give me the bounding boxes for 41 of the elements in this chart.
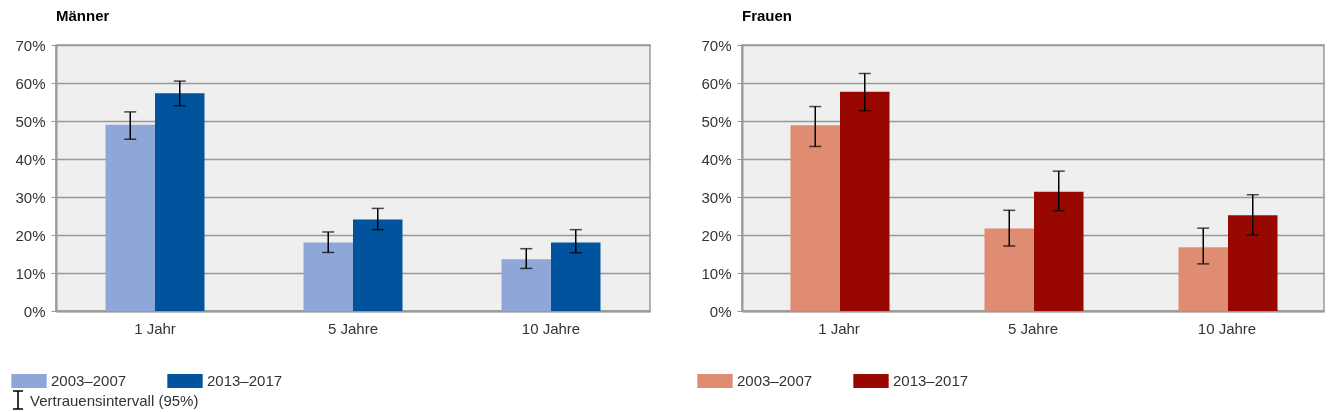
legend-label: 2013–2017	[207, 372, 283, 389]
y-tick-label: 20%	[15, 226, 46, 244]
y-tick-label: 0%	[709, 302, 732, 320]
chart-title: Männer	[56, 7, 110, 24]
y-tick-label: 50%	[15, 112, 46, 130]
x-tick-label: 10 Jahre	[1197, 319, 1257, 337]
legend-label: 2003–2007	[737, 372, 813, 389]
bar	[353, 219, 403, 311]
bar	[790, 125, 840, 311]
chart-title: Frauen	[742, 7, 793, 24]
bar	[984, 228, 1034, 311]
bar	[155, 93, 205, 311]
y-tick-label: 10%	[701, 264, 732, 282]
y-tick-label: 0%	[23, 302, 46, 320]
y-tick-label: 70%	[701, 36, 732, 54]
legend-label: 2003–2007	[51, 372, 127, 389]
x-tick-label: 5 Jahre	[1007, 319, 1059, 337]
bar	[501, 259, 551, 311]
x-tick-label: 1 Jahr	[818, 319, 860, 337]
bar	[840, 91, 890, 311]
y-tick-label: 40%	[701, 150, 732, 168]
bar	[1228, 215, 1278, 311]
y-tick-label: 60%	[15, 74, 46, 92]
bar	[1178, 247, 1228, 311]
legend-label: 2013–2017	[893, 372, 969, 389]
y-tick-label: 30%	[701, 188, 732, 206]
bar	[1034, 191, 1084, 311]
y-tick-label: 60%	[701, 74, 732, 92]
y-tick-label: 50%	[701, 112, 732, 130]
y-tick-label: 70%	[15, 36, 46, 54]
y-tick-label: 40%	[15, 150, 46, 168]
y-tick-label: 30%	[15, 188, 46, 206]
x-tick-label: 10 Jahre	[521, 319, 581, 337]
x-tick-label: 5 Jahre	[327, 319, 379, 337]
x-tick-label: 1 Jahr	[134, 319, 176, 337]
y-tick-label: 20%	[701, 226, 732, 244]
bar	[105, 124, 155, 311]
bar	[551, 242, 601, 311]
bar	[303, 242, 353, 311]
y-tick-label: 10%	[15, 264, 46, 282]
text: Vertrauensintervall (95%)	[30, 391, 199, 409]
